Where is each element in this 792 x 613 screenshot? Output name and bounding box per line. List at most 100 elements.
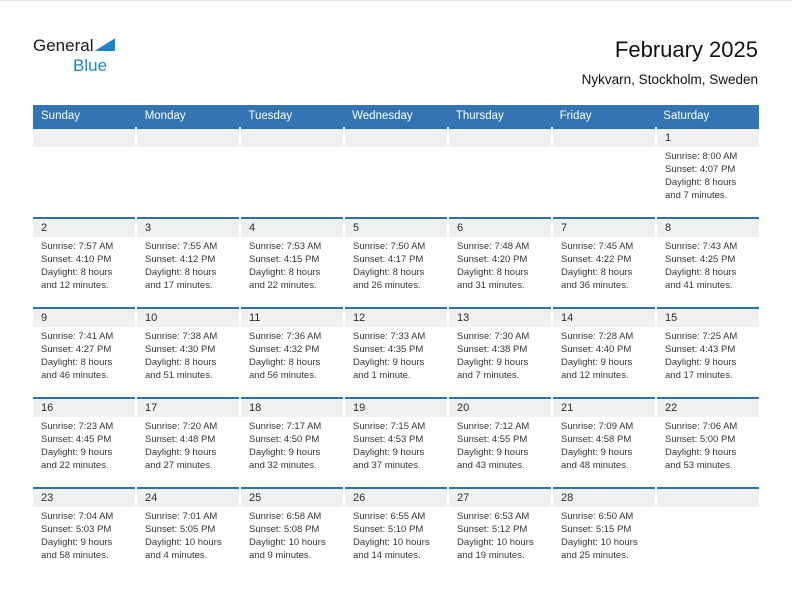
day-number: 11 bbox=[241, 309, 343, 327]
day-info: Sunrise: 7:45 AM Sunset: 4:22 PM Daylight:… bbox=[553, 237, 655, 292]
day-number: 4 bbox=[241, 219, 343, 237]
sunset-text: Sunset: 4:50 PM bbox=[249, 434, 320, 445]
day-number: 18 bbox=[241, 399, 343, 417]
sunrise-text: Sunrise: 7:12 AM bbox=[457, 421, 530, 432]
logo-text-blue: Blue bbox=[73, 56, 108, 75]
day-cell: 23 Sunrise: 7:04 AM Sunset: 5:03 PM Dayligh… bbox=[33, 487, 135, 577]
day-info: Sunrise: 8:00 AM Sunset: 4:07 PM Daylight:… bbox=[657, 147, 759, 202]
sunrise-text: Sunrise: 7:53 AM bbox=[249, 241, 322, 252]
sunrise-text: Sunrise: 6:53 AM bbox=[457, 511, 530, 522]
daylight-text: Daylight: 8 hours and 36 minutes. bbox=[561, 267, 633, 291]
weekday-header-row: Sunday Monday Tuesday Wednesday Thursday… bbox=[33, 105, 759, 127]
sunset-text: Sunset: 4:27 PM bbox=[41, 344, 112, 355]
day-number bbox=[449, 129, 551, 147]
daylight-text: Daylight: 9 hours and 1 minute. bbox=[353, 357, 425, 381]
weekday-label-sunday: Sunday bbox=[41, 110, 81, 122]
sunrise-text: Sunrise: 7:41 AM bbox=[41, 331, 114, 342]
day-number: 21 bbox=[553, 399, 655, 417]
day-cell: 15 Sunrise: 7:25 AM Sunset: 4:43 PM Dayligh… bbox=[657, 307, 759, 397]
sunset-text: Sunset: 4:48 PM bbox=[145, 434, 216, 445]
sunset-text: Sunset: 5:12 PM bbox=[457, 524, 528, 535]
sunrise-text: Sunrise: 7:30 AM bbox=[457, 331, 530, 342]
logo-text-general: General bbox=[33, 37, 116, 54]
day-info: Sunrise: 7:48 AM Sunset: 4:20 PM Daylight:… bbox=[449, 237, 551, 292]
sunrise-text: Sunrise: 7:36 AM bbox=[249, 331, 322, 342]
page-subtitle: Nykvarn, Stockholm, Sweden bbox=[581, 72, 758, 87]
day-number: 7 bbox=[553, 219, 655, 237]
day-cell: 3 Sunrise: 7:55 AM Sunset: 4:12 PM Daylight… bbox=[137, 217, 239, 307]
day-info bbox=[137, 147, 239, 150]
sunrise-text: Sunrise: 7:25 AM bbox=[665, 331, 738, 342]
day-number: 28 bbox=[553, 489, 655, 507]
sunset-text: Sunset: 5:05 PM bbox=[145, 524, 216, 535]
day-cell: 11 Sunrise: 7:36 AM Sunset: 4:32 PM Dayligh… bbox=[241, 307, 343, 397]
day-info: Sunrise: 7:43 AM Sunset: 4:25 PM Daylight:… bbox=[657, 237, 759, 292]
week-row: 9 Sunrise: 7:41 AM Sunset: 4:27 PM Daylight… bbox=[33, 307, 759, 397]
sunrise-text: Sunrise: 7:06 AM bbox=[665, 421, 738, 432]
day-cell bbox=[657, 487, 759, 577]
sunrise-text: Sunrise: 6:50 AM bbox=[561, 511, 634, 522]
day-number: 20 bbox=[449, 399, 551, 417]
weekday-label-saturday: Saturday bbox=[663, 110, 710, 122]
sunset-text: Sunset: 4:45 PM bbox=[41, 434, 112, 445]
day-cell: 8 Sunrise: 7:43 AM Sunset: 4:25 PM Daylight… bbox=[657, 217, 759, 307]
day-info bbox=[241, 147, 343, 150]
day-cell: 25 Sunrise: 6:58 AM Sunset: 5:08 PM Dayligh… bbox=[241, 487, 343, 577]
day-number: 19 bbox=[345, 399, 447, 417]
day-info bbox=[657, 507, 759, 510]
weekday-label-wednesday: Wednesday bbox=[352, 110, 413, 122]
weekday-label-friday: Friday bbox=[559, 110, 592, 122]
day-info bbox=[345, 147, 447, 150]
day-number: 9 bbox=[33, 309, 135, 327]
sunset-text: Sunset: 5:00 PM bbox=[665, 434, 736, 445]
day-cell: 24 Sunrise: 7:01 AM Sunset: 5:05 PM Dayligh… bbox=[137, 487, 239, 577]
daylight-text: Daylight: 8 hours and 7 minutes. bbox=[665, 177, 737, 201]
sunset-text: Sunset: 4:43 PM bbox=[665, 344, 736, 355]
weekday-label-thursday: Thursday bbox=[455, 110, 504, 122]
day-number bbox=[137, 129, 239, 147]
sunset-text: Sunset: 4:32 PM bbox=[249, 344, 320, 355]
sunrise-text: Sunrise: 7:33 AM bbox=[353, 331, 426, 342]
sunset-text: Sunset: 4:12 PM bbox=[145, 254, 216, 265]
sunset-text: Sunset: 5:08 PM bbox=[249, 524, 320, 535]
day-number: 23 bbox=[33, 489, 135, 507]
day-info: Sunrise: 7:33 AM Sunset: 4:35 PM Daylight:… bbox=[345, 327, 447, 382]
day-info: Sunrise: 7:04 AM Sunset: 5:03 PM Daylight:… bbox=[33, 507, 135, 562]
day-number: 22 bbox=[657, 399, 759, 417]
day-cell: 17 Sunrise: 7:20 AM Sunset: 4:48 PM Dayligh… bbox=[137, 397, 239, 487]
day-info: Sunrise: 7:57 AM Sunset: 4:10 PM Daylight:… bbox=[33, 237, 135, 292]
calendar: Sunday Monday Tuesday Wednesday Thursday… bbox=[33, 105, 759, 577]
weekday-label-monday: Monday bbox=[144, 110, 186, 122]
day-number bbox=[657, 489, 759, 507]
sunrise-text: Sunrise: 7:28 AM bbox=[561, 331, 634, 342]
sunset-text: Sunset: 4:35 PM bbox=[353, 344, 424, 355]
daylight-text: Daylight: 9 hours and 22 minutes. bbox=[41, 447, 113, 471]
day-cell bbox=[137, 127, 239, 217]
sunset-text: Sunset: 4:22 PM bbox=[561, 254, 632, 265]
day-cell: 7 Sunrise: 7:45 AM Sunset: 4:22 PM Daylight… bbox=[553, 217, 655, 307]
day-info: Sunrise: 7:20 AM Sunset: 4:48 PM Daylight:… bbox=[137, 417, 239, 472]
day-cell: 16 Sunrise: 7:23 AM Sunset: 4:45 PM Dayligh… bbox=[33, 397, 135, 487]
sunset-text: Sunset: 4:17 PM bbox=[353, 254, 424, 265]
daylight-text: Daylight: 9 hours and 58 minutes. bbox=[41, 537, 113, 561]
day-cell: 28 Sunrise: 6:50 AM Sunset: 5:15 PM Dayligh… bbox=[553, 487, 655, 577]
daylight-text: Daylight: 9 hours and 12 minutes. bbox=[561, 357, 633, 381]
sunset-text: Sunset: 4:15 PM bbox=[249, 254, 320, 265]
day-info: Sunrise: 7:12 AM Sunset: 4:55 PM Daylight:… bbox=[449, 417, 551, 472]
day-info: Sunrise: 6:50 AM Sunset: 5:15 PM Daylight:… bbox=[553, 507, 655, 562]
sunrise-text: Sunrise: 7:04 AM bbox=[41, 511, 114, 522]
daylight-text: Daylight: 8 hours and 56 minutes. bbox=[249, 357, 321, 381]
day-cell: 20 Sunrise: 7:12 AM Sunset: 4:55 PM Dayligh… bbox=[449, 397, 551, 487]
day-number bbox=[553, 129, 655, 147]
day-info: Sunrise: 7:25 AM Sunset: 4:43 PM Daylight:… bbox=[657, 327, 759, 382]
sunrise-text: Sunrise: 7:48 AM bbox=[457, 241, 530, 252]
day-cell bbox=[33, 127, 135, 217]
day-info: Sunrise: 7:28 AM Sunset: 4:40 PM Daylight:… bbox=[553, 327, 655, 382]
sunrise-text: Sunrise: 7:38 AM bbox=[145, 331, 218, 342]
sunrise-text: Sunrise: 7:43 AM bbox=[665, 241, 738, 252]
day-info: Sunrise: 7:53 AM Sunset: 4:15 PM Daylight:… bbox=[241, 237, 343, 292]
sunrise-text: Sunrise: 7:45 AM bbox=[561, 241, 634, 252]
day-number: 26 bbox=[345, 489, 447, 507]
day-cell: 1 Sunrise: 8:00 AM Sunset: 4:07 PM Daylight… bbox=[657, 127, 759, 217]
sunrise-text: Sunrise: 7:23 AM bbox=[41, 421, 114, 432]
